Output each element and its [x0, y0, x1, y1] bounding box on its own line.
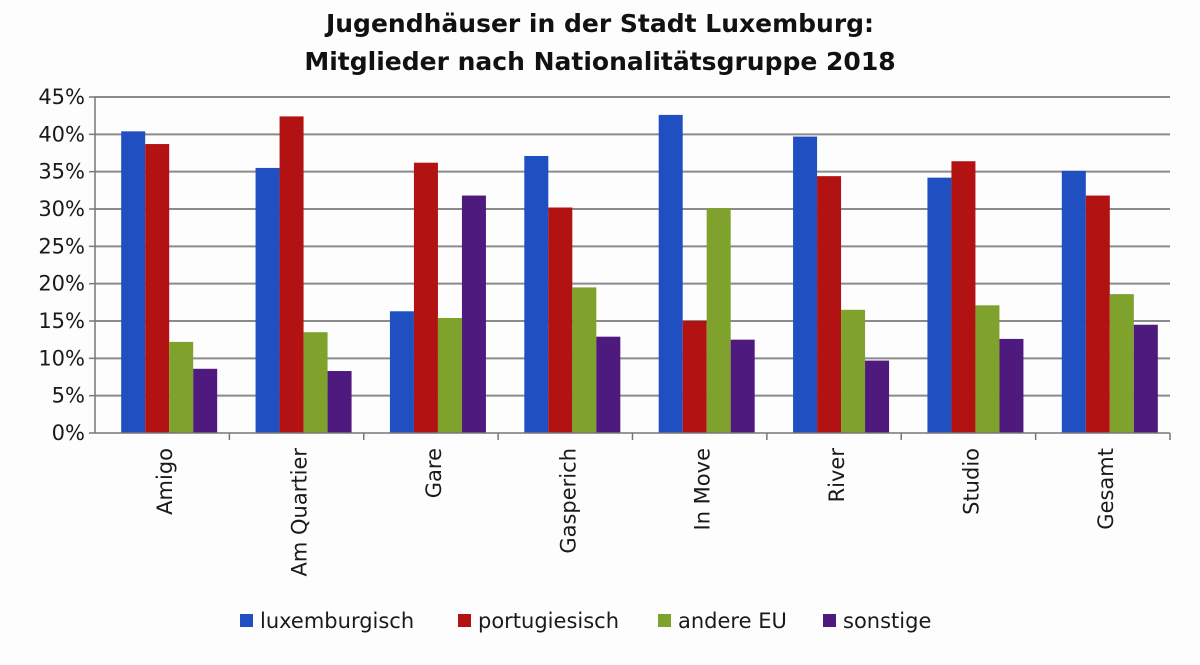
- y-tick-label: 25%: [38, 234, 85, 258]
- x-category-label: In Move: [691, 448, 715, 531]
- bar-luxemburgisch-in-move: [658, 114, 683, 434]
- bar-portugiesisch-gare: [413, 162, 438, 433]
- y-tick-label: 10%: [38, 346, 85, 370]
- bar-andere-eu-amigo: [169, 341, 194, 433]
- y-tick-label: 20%: [38, 272, 85, 296]
- legend-label: portugiesisch: [478, 609, 619, 633]
- bar-luxemburgisch-river: [793, 136, 818, 433]
- chart-title-line-2: Mitglieder nach Nationalitätsgruppe 2018: [304, 47, 895, 76]
- x-category-label: Studio: [959, 448, 983, 515]
- bar-sonstige-gasperich: [596, 336, 621, 433]
- bar-sonstige-river: [865, 360, 890, 433]
- chart-title-line-1: Jugendhäuser in der Stadt Luxemburg:: [324, 9, 874, 38]
- bar-sonstige-am-quartier: [327, 371, 352, 433]
- bar-sonstige-in-move: [730, 339, 755, 433]
- legend-swatch-2: [658, 614, 671, 627]
- bar-portugiesisch-amigo: [145, 144, 170, 434]
- y-tick-label: 30%: [38, 197, 85, 221]
- x-category-label: River: [825, 448, 849, 503]
- y-tick-label: 0%: [52, 421, 85, 445]
- x-category-label: Amigo: [153, 448, 177, 515]
- legend-label: luxemburgisch: [260, 609, 414, 633]
- bar-luxemburgisch-studio: [927, 177, 952, 433]
- bar-sonstige-gare: [461, 195, 486, 433]
- bar-luxemburgisch-gesamt: [1061, 170, 1086, 434]
- bar-andere-eu-gesamt: [1109, 294, 1134, 433]
- legend-swatch-1: [458, 614, 471, 627]
- y-tick-label: 45%: [38, 85, 85, 109]
- bar-luxemburgisch-amigo: [121, 131, 146, 433]
- bar-portugiesisch-am-quartier: [279, 116, 304, 433]
- bar-portugiesisch-gasperich: [548, 207, 573, 433]
- y-tick-label: 35%: [38, 160, 85, 184]
- y-tick-label: 5%: [52, 384, 85, 408]
- bar-andere-eu-am-quartier: [303, 332, 328, 433]
- x-category-label: Gasperich: [556, 448, 580, 554]
- legend-swatch-0: [240, 614, 253, 627]
- bar-sonstige-amigo: [193, 368, 218, 433]
- bar-luxemburgisch-gasperich: [524, 155, 549, 433]
- bar-sonstige-studio: [999, 338, 1024, 433]
- x-category-label: Am Quartier: [288, 448, 312, 577]
- y-tick-label: 40%: [38, 122, 85, 146]
- bar-portugiesisch-studio: [951, 161, 976, 434]
- bar-luxemburgisch-gare: [389, 311, 414, 433]
- bar-sonstige-gesamt: [1133, 324, 1158, 433]
- bar-portugiesisch-gesamt: [1085, 195, 1110, 433]
- x-category-label: Gesamt: [1094, 448, 1118, 530]
- legend-label: sonstige: [843, 609, 931, 633]
- bar-luxemburgisch-am-quartier: [255, 167, 280, 433]
- bar-portugiesisch-in-move: [682, 321, 707, 433]
- bar-andere-eu-in-move: [706, 208, 731, 433]
- bar-andere-eu-gasperich: [572, 287, 597, 433]
- bar-andere-eu-studio: [975, 305, 1000, 433]
- bar-andere-eu-river: [841, 309, 866, 433]
- y-tick-label: 15%: [38, 309, 85, 333]
- bar-andere-eu-gare: [437, 318, 462, 433]
- legend-label: andere EU: [678, 609, 787, 633]
- x-category-label: Gare: [422, 448, 446, 498]
- bar-portugiesisch-river: [817, 176, 842, 433]
- legend-swatch-3: [823, 614, 836, 627]
